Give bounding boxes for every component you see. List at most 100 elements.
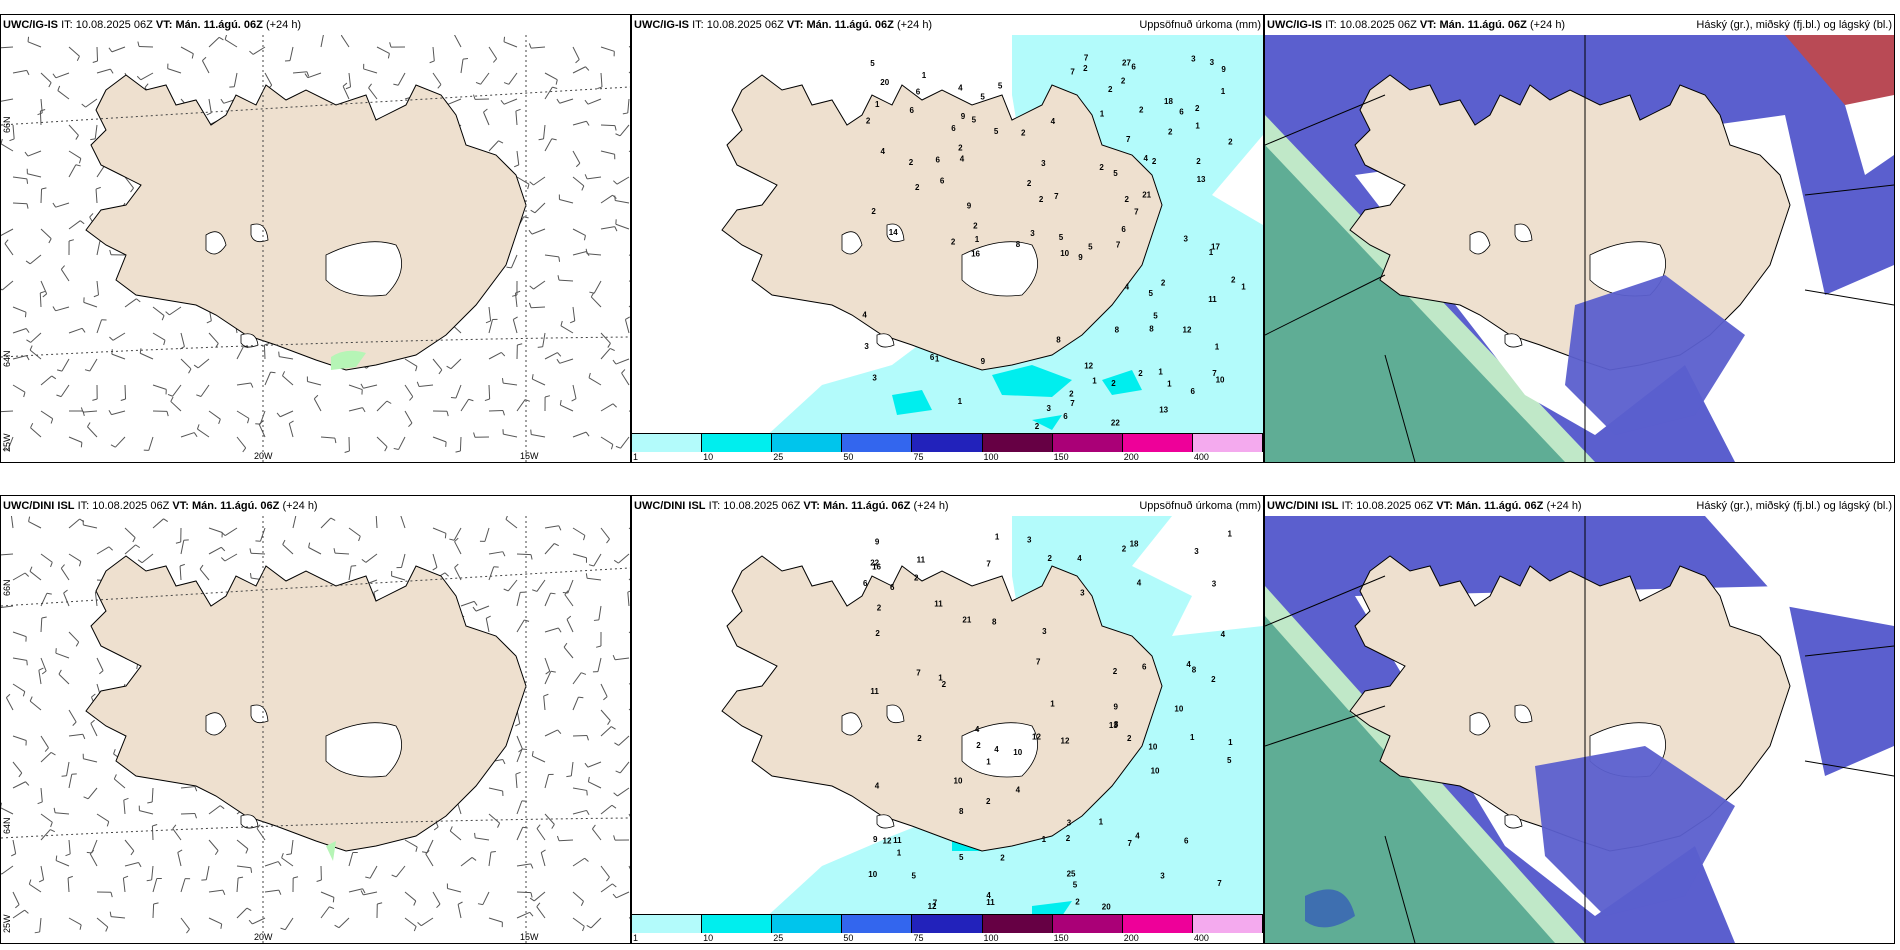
wind-barb-flag	[515, 290, 521, 294]
wind-barb-flag	[23, 392, 26, 398]
precip-value: 1	[1190, 733, 1195, 742]
wind-barb-flag	[194, 813, 197, 819]
wind-barb	[96, 241, 101, 256]
wind-barb	[531, 228, 546, 235]
wind-barb-flag	[123, 875, 129, 879]
wind-barb-flag	[387, 53, 390, 59]
wind-barb	[488, 384, 491, 400]
wind-barb-flag	[528, 302, 532, 308]
precip-value: 5	[1059, 233, 1064, 242]
wind-barb-flag	[316, 879, 322, 882]
wind-barb-flag	[106, 821, 110, 827]
wind-barb-flag	[110, 892, 113, 898]
precip-value: 2	[1066, 834, 1071, 843]
wind-barb	[320, 906, 330, 919]
wind-barb	[508, 72, 518, 85]
wind-barb-flag	[161, 315, 165, 321]
precip-value: 8	[1149, 324, 1154, 333]
wind-barb	[620, 436, 630, 449]
legend-swatch	[982, 434, 1053, 452]
wind-barb	[507, 579, 518, 592]
wind-barb	[516, 619, 525, 633]
wind-barb-flag	[29, 566, 33, 572]
wind-barb	[1, 807, 14, 815]
precip-value: 4	[1125, 282, 1130, 291]
wind-barb-flag	[60, 265, 65, 270]
wind-barb	[615, 358, 630, 365]
graticule	[1, 35, 630, 462]
precip-value: 10	[1216, 376, 1225, 385]
wind-barb-flag	[34, 931, 40, 934]
legend-tick-label: 75	[913, 933, 924, 943]
wind-barb	[558, 279, 574, 282]
wind-barb-flag	[50, 751, 56, 756]
wind-barb-flag	[75, 164, 81, 167]
precip-value: 21	[962, 615, 971, 624]
wind-barb	[180, 46, 194, 55]
wind-barb	[454, 35, 462, 48]
wind-barb-flag	[538, 138, 544, 141]
wind-barb-flag	[613, 835, 616, 841]
precip-value: 2	[951, 237, 956, 246]
precip-value: 2	[1039, 195, 1044, 204]
wind-barb	[559, 98, 574, 104]
wind-barb	[320, 517, 332, 529]
wind-barb-flag	[28, 879, 32, 885]
wind-barb	[12, 909, 25, 919]
wind-barb	[57, 90, 70, 100]
precip-value: 6	[863, 579, 868, 588]
wind-barb-flag	[245, 848, 249, 854]
precip-value: 8	[1016, 240, 1021, 249]
wind-barb	[1, 143, 14, 152]
wind-barb-flag	[562, 591, 568, 594]
precip-value: 7	[933, 898, 938, 907]
precip-value: 8	[1114, 720, 1119, 729]
wind-barb	[95, 188, 98, 204]
legend-tick-label: 100	[983, 933, 999, 943]
precip-value: 7	[1134, 208, 1139, 217]
wind-barb-flag	[50, 829, 55, 833]
precip-value: 7	[916, 669, 921, 678]
wind-barb	[600, 332, 611, 344]
wind-barb	[68, 518, 81, 529]
wind-barb-flag	[627, 590, 630, 593]
wind-barb	[544, 729, 558, 737]
wind-barb	[180, 332, 185, 347]
wind-barb-flag	[206, 112, 212, 116]
wind-barb	[618, 553, 630, 564]
wind-barb-flag	[475, 81, 481, 85]
wind-barb	[94, 124, 98, 139]
wind-barb	[12, 69, 27, 74]
wind-barb-flag	[584, 762, 589, 768]
wind-barb	[516, 553, 532, 556]
wind-barb-flag	[170, 396, 174, 402]
precip-value: 4	[994, 745, 999, 754]
wind-barb	[455, 384, 462, 399]
wind-barb	[348, 407, 363, 412]
wind-barb	[140, 72, 154, 81]
wind-barb	[544, 72, 558, 81]
wind-barb	[29, 700, 42, 711]
wind-barb	[616, 176, 630, 185]
wind-barb-flag	[585, 248, 588, 254]
wind-barb-flag	[569, 320, 575, 324]
legend-tick-label: 50	[843, 452, 854, 462]
wind-barb	[208, 527, 223, 533]
wind-barb	[516, 911, 531, 919]
wind-barb-flag	[551, 138, 557, 141]
precip-value: 2	[1138, 369, 1143, 378]
precip-value: 4	[1221, 630, 1226, 639]
wind-barb	[516, 176, 530, 185]
wind-barb	[404, 839, 418, 848]
panel-right-title: Uppsöfnuð úrkoma (mm)	[1139, 500, 1261, 512]
wind-barb	[263, 344, 266, 360]
wind-barb	[68, 917, 82, 926]
legend-ticks: 1 10 25 50 75 100 150 200 400	[632, 452, 1263, 462]
legend-tick-label: 100	[983, 452, 999, 462]
wind-barb-flag	[530, 863, 534, 869]
wind-barb-flag	[610, 444, 614, 450]
wind-barb	[87, 426, 98, 438]
wind-barb-flag	[502, 410, 505, 416]
wind-barb	[460, 398, 470, 412]
wind-barb-flag	[505, 516, 508, 520]
